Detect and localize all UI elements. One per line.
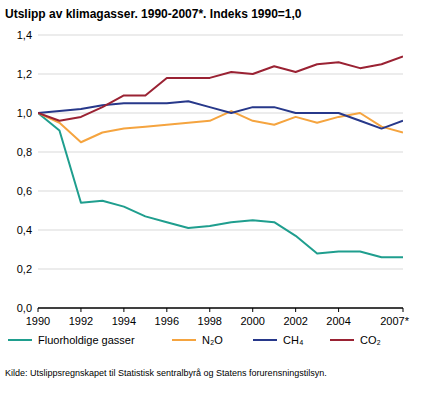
x-tick-label: 2000 [240, 315, 264, 327]
x-tick-label: 1996 [155, 315, 179, 327]
grid-line [38, 35, 403, 36]
y-tick-label: 0,0 [17, 302, 32, 314]
grid-line [38, 113, 403, 114]
legend-swatch [172, 339, 196, 341]
legend-label: CO₂ [360, 334, 381, 346]
x-tick [123, 308, 124, 312]
y-tick-label: 0,2 [17, 263, 32, 275]
x-tick-label: 1998 [198, 315, 222, 327]
y-tick-label: 0,4 [17, 224, 32, 236]
series-line [38, 101, 403, 128]
x-tick [295, 308, 296, 312]
series-line [38, 56, 403, 120]
legend-label: N₂O [202, 334, 223, 346]
source: Kilde: Utslippsregnskapet til Statistisk… [5, 368, 327, 378]
grid-line [38, 269, 403, 270]
legend-swatch [330, 339, 354, 341]
x-tick-label: 1992 [69, 315, 93, 327]
grid-line [38, 152, 403, 153]
grid-line [38, 230, 403, 231]
y-tick-label: 0,8 [17, 146, 32, 158]
y-tick-label: 1,2 [17, 68, 32, 80]
legend-swatch [253, 339, 277, 341]
x-tick [80, 308, 81, 312]
y-tick-label: 1,4 [17, 29, 32, 41]
x-tick-label: 1994 [112, 315, 136, 327]
y-tick-label: 0,6 [17, 185, 32, 197]
x-tick [403, 308, 404, 312]
plot-area [38, 56, 403, 257]
chart: Utslipp av klimagasser. 1990-2007*. Inde… [0, 0, 424, 393]
legend-label: CH₄ [283, 334, 304, 346]
x-tick-label: 2004 [326, 315, 350, 327]
x-tick-label: 2002 [283, 315, 307, 327]
legend-swatch [8, 339, 32, 341]
x-tick [209, 308, 210, 312]
grid-line [38, 308, 403, 309]
grid-line [38, 191, 403, 192]
x-tick [252, 308, 253, 312]
legend-label: Fluorholdige gasser [38, 334, 135, 346]
x-tick [38, 308, 39, 312]
title: Utslipp av klimagasser. 1990-2007*. Inde… [5, 7, 302, 21]
x-tick-label: 2007* [380, 315, 409, 327]
series-line [38, 113, 403, 257]
x-tick [338, 308, 339, 312]
y-tick-label: 1,0 [17, 107, 32, 119]
x-axis [38, 308, 403, 309]
x-tick-label: 1990 [26, 315, 50, 327]
x-tick [166, 308, 167, 312]
